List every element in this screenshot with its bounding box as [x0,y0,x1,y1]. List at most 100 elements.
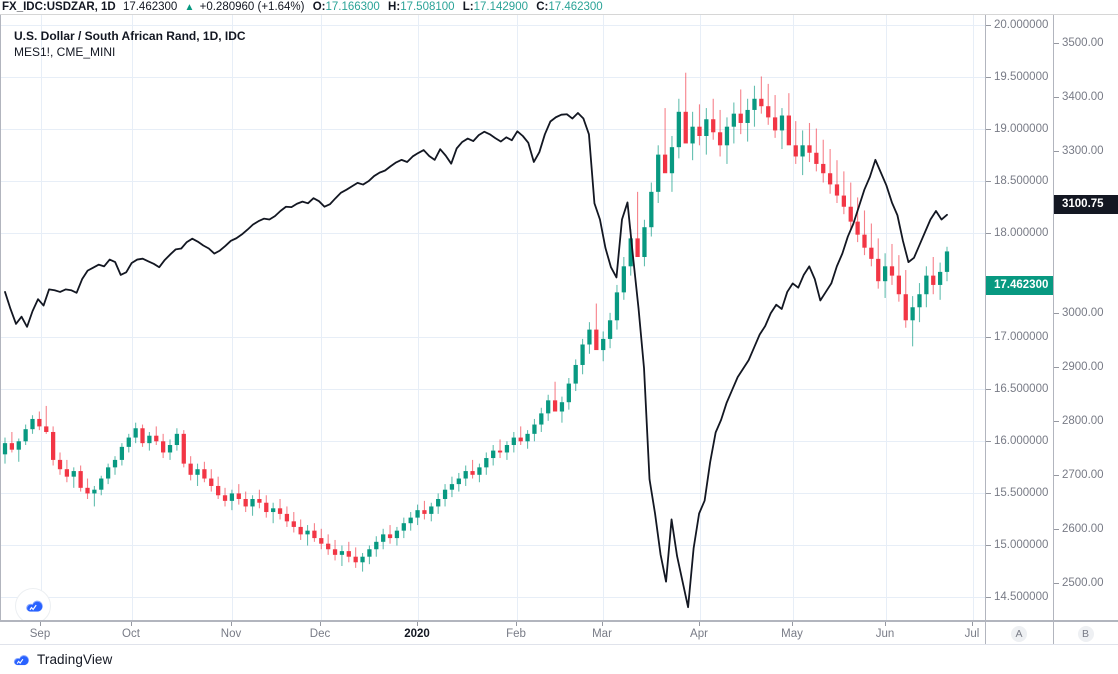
time-tick-dash [417,622,418,626]
candle-body [202,469,207,479]
price-scale-left[interactable]: 20.000000 19.500000 19.000000 18.500000 18.0… [985,15,1053,620]
price-tick-label: 3000.00 [1062,307,1104,319]
candle-body [504,445,510,453]
price-scale-toggle-b[interactable]: B [1053,622,1118,646]
candle-body [862,234,867,248]
chart-plot-area[interactable]: U.S. Dollar / South African Rand, 1D, ID… [0,15,985,620]
time-tick-label: Jun [875,628,895,640]
candle-body [944,251,950,272]
candle-body [326,543,331,550]
tradingview-logo-icon [15,588,51,620]
price-tick-label: 18.000000 [994,227,1049,239]
time-tick-dash [972,622,973,626]
time-tick-label: Jul [964,628,980,640]
candle-body [532,424,537,434]
price-tick-dash [986,24,991,26]
price-tick-dash [986,232,991,234]
grid-line-vertical [973,15,974,620]
candle-body [669,147,675,174]
price-tick-label: 3300.00 [1062,145,1104,157]
candle-body [896,275,902,295]
candle-body [9,443,15,450]
candle-body [539,413,544,425]
candle-body [882,266,888,282]
grid-line-vertical [793,15,794,620]
candle-body [422,510,427,514]
grid-line-horizontal [1,337,985,338]
grid-line-horizontal [1,77,985,78]
candle-body [229,493,235,501]
candle-body [656,154,661,192]
candle-body [456,478,461,485]
candle-body [552,400,558,412]
chart-title-primary: U.S. Dollar / South African Rand, 1D, ID… [14,29,246,43]
tradingview-logo-icon [10,650,30,670]
grid-line-horizontal [1,545,985,546]
candle-body [415,510,420,518]
grid-line-horizontal [1,493,985,494]
grid-line-vertical [41,15,42,620]
candle-body [30,418,35,430]
candle-body [277,508,283,514]
candle-body [147,435,152,444]
close-value: 17.462300 [548,1,603,13]
grid-line-horizontal [1,233,985,234]
candle-body [154,435,159,442]
time-tick-label: Mar [592,628,612,640]
candle-body [64,469,70,477]
candle-body [332,549,338,555]
grid-line-horizontal [1,389,985,390]
price-tick-dash [1054,474,1059,476]
candle-body [381,534,386,542]
candle-body [497,450,503,453]
candle-body [291,521,296,527]
time-tick-label: May [781,628,803,640]
current-price-badge[interactable]: 17.462300 [986,276,1053,295]
candle-body [848,206,853,222]
price-tick-dash [986,544,991,546]
candle-body [92,489,97,494]
time-tick-dash [885,622,886,626]
candle-body [257,499,262,503]
time-scale[interactable]: Sep Oct Nov Dec 2020 Feb Mar Apr May Jun Jul A B [0,620,1118,646]
grid-line-vertical [132,15,133,620]
candle-body [442,489,448,499]
price-scale-toggle-a[interactable]: A [985,622,1053,646]
candle-body [319,538,324,544]
current-price-badge[interactable]: 3100.75 [1054,195,1118,214]
candle-body [250,499,255,507]
series-layer [2,72,950,609]
candle-body [834,184,840,196]
candle-body [484,458,489,468]
candle-body [759,98,764,107]
price-tick-label: 2800.00 [1062,415,1104,427]
candle-body [491,450,496,459]
candle-body [367,549,372,557]
candle-body [601,338,606,351]
candle-body [827,173,833,185]
price-tick-dash [986,492,991,494]
candle-body [731,113,736,127]
candle-body [717,132,723,146]
price-tick-label: 15.000000 [994,539,1049,551]
candle-body [793,145,798,157]
candle-body [518,437,523,442]
candle-body [937,271,943,285]
candle-body [167,445,173,453]
candle-body [559,402,565,412]
candle-body [738,113,743,123]
price-tick-label: 16.000000 [994,435,1049,447]
symbol-label[interactable]: FX_IDC:USDZAR, 1D [2,1,116,13]
price-tick-dash [986,76,991,78]
time-tick-dash [602,622,603,626]
candle-body [821,163,826,174]
candle-body [752,98,757,110]
price-tick-label: 2500.00 [1062,577,1104,589]
candle-body [910,307,915,321]
price-tick-dash [986,388,991,390]
grid-line-horizontal [1,25,985,26]
time-tick-dash [231,622,232,626]
price-scale-right[interactable]: 3500.003400.003300.003200.003000.002900.… [1053,15,1118,620]
grid-line-horizontal [1,597,985,598]
